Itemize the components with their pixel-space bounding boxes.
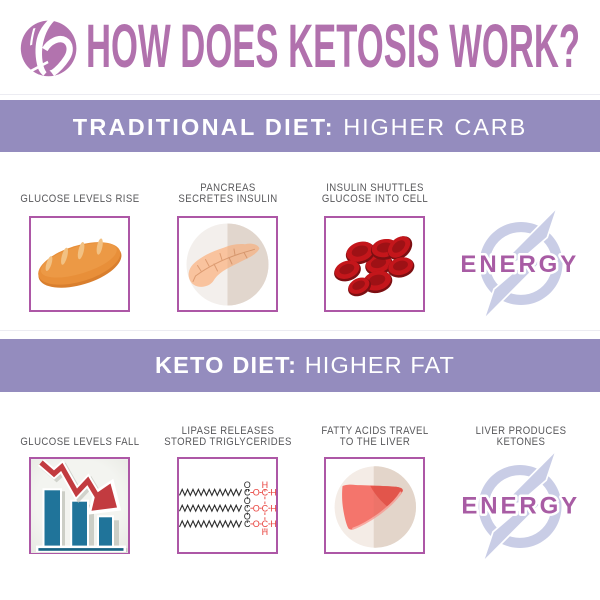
svg-text:ENERGY: ENERGY xyxy=(460,251,579,278)
svg-text:O: O xyxy=(253,519,260,529)
svg-text:ENERGY: ENERGY xyxy=(461,492,580,519)
svg-text:C: C xyxy=(244,503,251,513)
svg-text:O: O xyxy=(253,487,260,497)
svg-text:H: H xyxy=(262,527,269,537)
svg-text:H: H xyxy=(270,503,276,513)
svg-text:H: H xyxy=(270,519,276,529)
svg-text:C: C xyxy=(262,503,269,513)
svg-text:C: C xyxy=(244,519,251,529)
svg-text:H: H xyxy=(262,479,269,489)
svg-text:O: O xyxy=(244,496,251,506)
svg-text:C: C xyxy=(244,487,251,497)
svg-text:O: O xyxy=(253,503,260,513)
svg-text:O: O xyxy=(244,480,251,490)
svg-text:C: C xyxy=(262,487,269,497)
svg-text:O: O xyxy=(244,511,251,521)
svg-text:H: H xyxy=(270,487,276,497)
svg-text:C: C xyxy=(262,519,269,529)
